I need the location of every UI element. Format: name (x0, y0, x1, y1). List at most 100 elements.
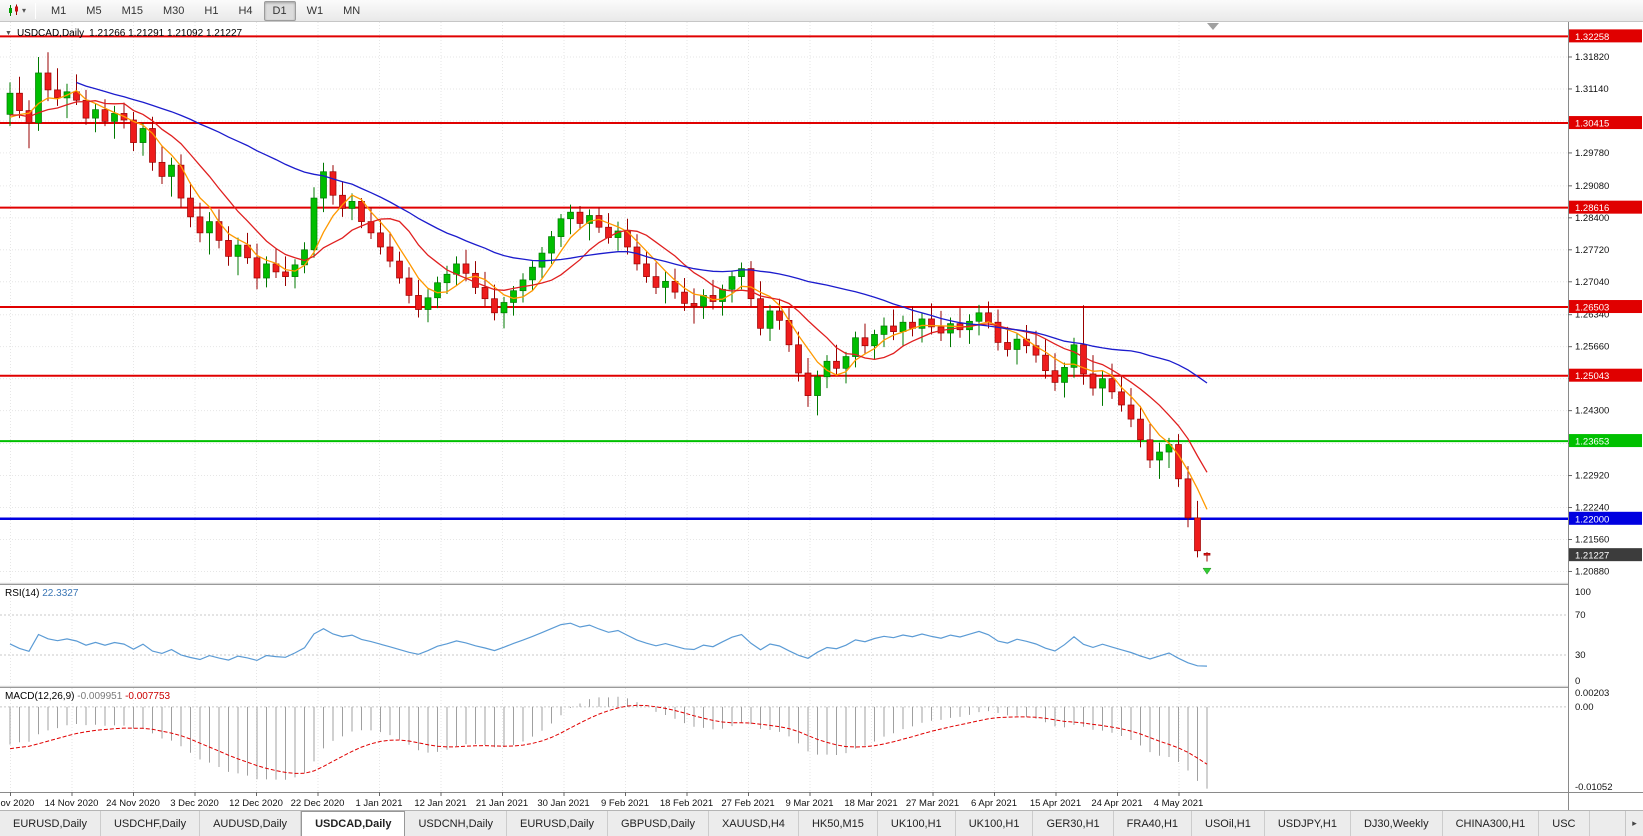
svg-text:1.22000: 1.22000 (1575, 514, 1609, 525)
svg-text:1.28400: 1.28400 (1575, 213, 1609, 224)
panel-divider[interactable] (0, 685, 1643, 688)
timeframe-button-h4[interactable]: H4 (238, 4, 253, 17)
panel-divider[interactable] (0, 582, 1643, 585)
symbol-tab-0-eurusd-daily[interactable]: EURUSD,Daily (0, 811, 101, 836)
symbol-tab-8-hk50-m15[interactable]: HK50,M15 (799, 811, 878, 836)
macd-axis-labels: 0.00203 0.00 -0.01052 (1575, 688, 1613, 793)
svg-text:1.20880: 1.20880 (1575, 566, 1609, 577)
svg-text:14 Nov 2020: 14 Nov 2020 (45, 798, 99, 809)
timeframe-button-mn[interactable]: MN (343, 4, 361, 17)
svg-text:27 Feb 2021: 27 Feb 2021 (721, 798, 774, 809)
timeframe-button-m15[interactable]: M15 (121, 4, 143, 17)
svg-text:18 Feb 2021: 18 Feb 2021 (660, 798, 713, 809)
rsi-level-lines (0, 614, 1568, 656)
symbol-tab-3-usdcad-daily[interactable]: USDCAD,Daily (301, 811, 406, 836)
symbol-tab-6-gbpusd-daily[interactable]: GBPUSD,Daily (608, 811, 709, 836)
svg-text:12 Dec 2020: 12 Dec 2020 (229, 798, 283, 809)
svg-text:1.28616: 1.28616 (1575, 203, 1609, 214)
svg-text:1.24300: 1.24300 (1575, 406, 1609, 417)
symbol-tab-10-uk100-h1[interactable]: UK100,H1 (956, 811, 1034, 836)
svg-text:0.00: 0.00 (1575, 702, 1594, 713)
chart-ohlc-values: 1.21266 1.21291 1.21092 1.21227 (89, 28, 243, 39)
svg-text:1.32258: 1.32258 (1575, 32, 1609, 43)
svg-text:12 Jan 2021: 12 Jan 2021 (414, 798, 466, 809)
collapse-arrow-icon[interactable]: ▼ (5, 30, 12, 37)
hline-price-tag-1.26503: 1.26503 (1569, 300, 1642, 314)
rsi-line (9, 622, 1208, 667)
symbol-tab-2-audusd-daily[interactable]: AUDUSD,Daily (200, 811, 302, 836)
svg-text:9 Mar 2021: 9 Mar 2021 (785, 798, 833, 809)
chart-mode-button[interactable]: ▾ (3, 2, 30, 19)
rsi-indicator-label: RSI(14) 22.3327 (5, 588, 78, 599)
chart-plot-area[interactable] (0, 22, 1643, 810)
price-axis[interactable] (1568, 22, 1643, 810)
hline-price-tag-1.22000: 1.22000 (1569, 511, 1642, 525)
svg-text:1.25660: 1.25660 (1575, 342, 1609, 353)
svg-text:1.26340: 1.26340 (1575, 310, 1609, 321)
macd-name: MACD(12,26,9) (5, 691, 75, 702)
timeframe-button-m5[interactable]: M5 (86, 4, 102, 17)
svg-text:18 Mar 2021: 18 Mar 2021 (844, 798, 897, 809)
symbol-tab-17-usc[interactable]: USC (1539, 811, 1590, 836)
svg-text:1.31820: 1.31820 (1575, 52, 1609, 63)
svg-text:1.29780: 1.29780 (1575, 148, 1609, 159)
ma-5-line (9, 89, 1208, 510)
timeframe-toolbar: ▾ M1 M5 M15 M30 H1 H4 D1 W1 MN (0, 0, 1643, 22)
time-axis[interactable]: 5 Nov 2020 14 Nov 2020 24 Nov 2020 3 Dec 20… (0, 792, 1203, 809)
svg-text:30 Jan 2021: 30 Jan 2021 (537, 798, 589, 809)
svg-text:1.21560: 1.21560 (1575, 534, 1609, 545)
symbol-tab-7-xauusd-h4[interactable]: XAUUSD,H4 (709, 811, 799, 836)
svg-text:1.23653: 1.23653 (1575, 437, 1609, 448)
timeframe-button-d1[interactable]: D1 (263, 0, 296, 21)
svg-text:4 May 2021: 4 May 2021 (1154, 798, 1204, 809)
candlestick-chart-icon (9, 4, 18, 16)
chart-shift-marker[interactable] (1207, 23, 1219, 30)
svg-text:1.29080: 1.29080 (1575, 181, 1609, 192)
timeframe-button-group: M1 M5 M15 M30 H1 H4 D1 W1 MN (41, 0, 370, 21)
svg-text:1.21227: 1.21227 (1575, 551, 1609, 562)
symbol-tab-16-china300-h1[interactable]: CHINA300,H1 (1443, 811, 1540, 836)
symbol-tab-14-usdjpy-h1[interactable]: USDJPY,H1 (1265, 811, 1351, 836)
symbol-tab-4-usdcnh-daily[interactable]: USDCNH,Daily (405, 811, 508, 836)
symbol-tabbar: EURUSD,Daily USDCHF,Daily AUDUSD,Daily USDC… (0, 810, 1643, 836)
svg-text:1.22920: 1.22920 (1575, 471, 1609, 482)
macd-indicator-label: MACD(12,26,9) -0.009951 -0.007753 (5, 691, 170, 702)
rsi-value: 22.3327 (42, 588, 79, 599)
svg-text:0: 0 (1575, 676, 1580, 687)
macd-signal-line (9, 704, 1208, 774)
tab-scroll-right-button[interactable]: ▸ (1625, 811, 1643, 836)
symbol-tab-9-uk100-h1[interactable]: UK100,H1 (878, 811, 956, 836)
svg-text:5 Nov 2020: 5 Nov 2020 (0, 798, 34, 809)
rsi-name: RSI(14) (5, 588, 40, 599)
hline-price-tag-1.30415: 1.30415 (1569, 116, 1642, 130)
symbol-tab-list: EURUSD,Daily USDCHF,Daily AUDUSD,Daily USDC… (0, 811, 1590, 836)
hline-price-tag-1.25043: 1.25043 (1569, 368, 1642, 382)
timeframe-button-m1[interactable]: M1 (51, 4, 67, 17)
timeframe-button-m30[interactable]: M30 (162, 4, 185, 17)
chart-window: 1.318201.311401.304601.297801.290801.284… (0, 22, 1643, 810)
symbol-tab-1-usdchf-daily[interactable]: USDCHF,Daily (101, 811, 201, 836)
hline-price-tag-1.28616: 1.28616 (1569, 200, 1642, 214)
timeframe-button-h1[interactable]: H1 (204, 4, 219, 17)
symbol-tab-12-fra40-h1[interactable]: FRA40,H1 (1114, 811, 1193, 836)
svg-text:1.25043: 1.25043 (1575, 371, 1609, 382)
timeframe-button-w1[interactable]: W1 (306, 4, 324, 17)
chart-symbol-period: USDCAD,Daily (16, 28, 85, 39)
hline-price-tag-1.32258: 1.32258 (1569, 29, 1642, 43)
svg-text:21 Jan 2021: 21 Jan 2021 (476, 798, 528, 809)
svg-text:-0.01052: -0.01052 (1575, 782, 1613, 793)
symbol-tab-11-ger30-h1[interactable]: GER30,H1 (1033, 811, 1114, 836)
svg-text:24 Apr 2021: 24 Apr 2021 (1091, 798, 1142, 809)
symbol-tab-15-dj30-weekly[interactable]: DJ30,Weekly (1351, 811, 1443, 836)
macd-signal-value: -0.007753 (125, 691, 171, 702)
ma-10-line (10, 100, 1208, 473)
svg-text:9 Feb 2021: 9 Feb 2021 (601, 798, 649, 809)
chevron-right-icon: ▸ (1632, 818, 1637, 828)
grid-layer (0, 22, 1568, 792)
svg-text:1.31140: 1.31140 (1575, 84, 1609, 95)
chart-canvas[interactable]: 1.318201.311401.304601.297801.290801.284… (0, 22, 1643, 810)
arrow-down-marker[interactable] (1202, 567, 1212, 575)
chart-title: ▼ USDCAD,Daily 1.21266 1.21291 1.21092 1… (5, 28, 242, 39)
symbol-tab-5-eurusd-daily[interactable]: EURUSD,Daily (507, 811, 608, 836)
symbol-tab-13-usoil-h1[interactable]: USOil,H1 (1192, 811, 1265, 836)
